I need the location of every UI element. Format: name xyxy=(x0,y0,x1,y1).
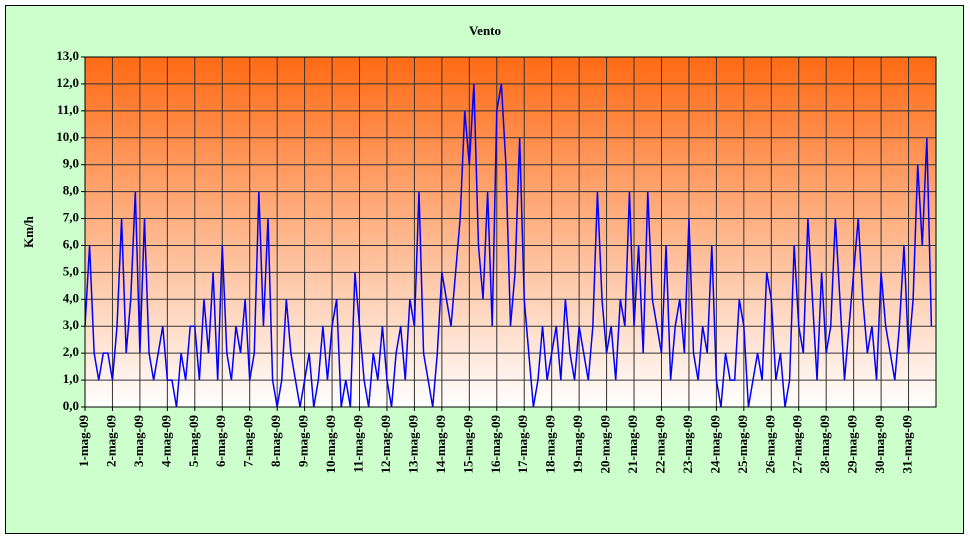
y-tick-label: 2,0 xyxy=(63,344,79,359)
x-tick-label: 21-mag-09 xyxy=(625,415,640,474)
x-tick-label: 27-mag-09 xyxy=(790,415,805,474)
plot-border xyxy=(84,56,937,408)
x-tick-label: 20-mag-09 xyxy=(598,415,613,474)
x-tick-label: 2-mag-09 xyxy=(103,415,118,467)
x-tick-label: 14-mag-09 xyxy=(433,415,448,474)
y-tick-label: 13,0 xyxy=(56,48,79,63)
y-tick-label: 12,0 xyxy=(56,75,79,90)
x-tick-label: 22-mag-09 xyxy=(652,415,667,474)
x-tick-label: 18-mag-09 xyxy=(543,415,558,474)
x-tick-label: 12-mag-09 xyxy=(378,415,393,474)
x-tick-label: 28-mag-09 xyxy=(817,415,832,474)
y-tick-label: 6,0 xyxy=(63,236,79,251)
y-tick-label: 7,0 xyxy=(63,210,79,225)
x-tick-label: 10-mag-09 xyxy=(323,415,338,474)
y-tick-label: 10,0 xyxy=(56,129,79,144)
x-tick-label: 1-mag-09 xyxy=(76,415,91,467)
x-tick-label: 25-mag-09 xyxy=(735,415,750,474)
x-tick-label: 15-mag-09 xyxy=(460,415,475,474)
x-tick-label: 29-mag-09 xyxy=(845,415,860,474)
y-tick-label: 5,0 xyxy=(63,263,79,278)
x-tick-label: 23-mag-09 xyxy=(680,415,695,474)
x-tick-label: 3-mag-09 xyxy=(131,415,146,467)
x-tick-label: 30-mag-09 xyxy=(872,415,887,474)
x-tick-label: 6-mag-09 xyxy=(213,415,228,467)
y-tick-label: 0,0 xyxy=(63,398,79,413)
y-tick-label: 9,0 xyxy=(63,156,79,171)
y-tick-label: 4,0 xyxy=(63,290,79,305)
y-tick-label: 8,0 xyxy=(63,183,79,198)
x-tick-label: 4-mag-09 xyxy=(158,415,173,467)
y-tick-label: 1,0 xyxy=(63,371,79,386)
x-tick-label: 26-mag-09 xyxy=(762,415,777,474)
x-tick-label: 17-mag-09 xyxy=(515,415,530,474)
x-tick-label: 31-mag-09 xyxy=(900,415,915,474)
x-tick-label: 19-mag-09 xyxy=(570,415,585,474)
x-tick-label: 8-mag-09 xyxy=(268,415,283,467)
y-tick-label: 3,0 xyxy=(63,317,79,332)
y-axis-label: Km/h xyxy=(21,215,36,248)
x-tick-label: 9-mag-09 xyxy=(296,415,311,467)
wind-line xyxy=(84,83,933,408)
x-tick-label: 24-mag-09 xyxy=(707,415,722,474)
y-tick-label: 11,0 xyxy=(57,102,79,117)
x-tick-label: 11-mag-09 xyxy=(351,415,366,473)
x-tick-label: 5-mag-09 xyxy=(186,415,201,467)
x-tick-label: 7-mag-09 xyxy=(241,415,256,467)
x-tick-label: 16-mag-09 xyxy=(488,415,503,474)
chart-title: Vento xyxy=(469,23,501,38)
x-tick-label: 13-mag-09 xyxy=(405,415,420,474)
